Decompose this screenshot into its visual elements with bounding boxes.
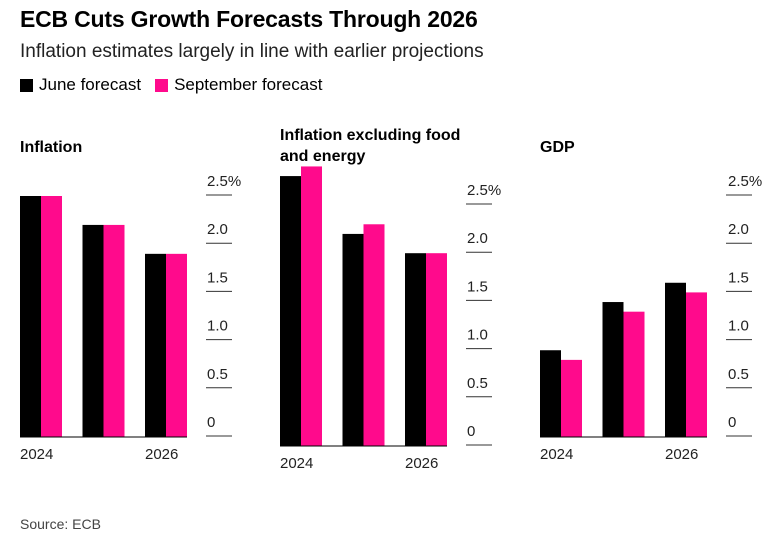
bar-2-2024-september: [561, 359, 582, 437]
panel-title-2: GDP: [540, 139, 575, 156]
source-note: Source: ECB: [20, 516, 101, 532]
ytick-label-0-2: 1.0: [207, 318, 228, 335]
ytick-label-0-4: 2.0: [207, 221, 228, 238]
bar-1-2024-june: [280, 176, 301, 446]
ytick-label-1-1: 0.5: [467, 375, 488, 392]
bar-1-2025-june: [342, 233, 364, 446]
bar-0-2025-september: [103, 224, 125, 437]
panel-title-0: Inflation: [20, 139, 82, 156]
legend-label-june: June forecast: [39, 75, 142, 94]
ytick-label-2-1: 0.5: [728, 366, 749, 383]
ytick-label-2-3: 1.5: [728, 269, 749, 286]
bar-0-2026-june: [145, 253, 166, 437]
chart-subtitle: Inflation estimates largely in line with…: [20, 41, 484, 62]
ytick-label-2-4: 2.0: [728, 221, 749, 238]
bar-1-2024-september: [301, 166, 322, 446]
bar-2-2026-june: [665, 282, 686, 437]
bar-2-2024-june: [540, 350, 561, 437]
legend-label-september: September forecast: [174, 75, 323, 94]
bar-0-2025-june: [82, 224, 104, 437]
bar-0-2026-september: [166, 253, 187, 437]
ytick-label-1-5: 2.5%: [467, 182, 501, 199]
xtick-label-0-0: 2024: [20, 446, 53, 463]
bar-1-2025-september: [363, 224, 385, 446]
ytick-label-0-0: 0: [207, 414, 215, 431]
xtick-label-1-0: 2024: [280, 455, 313, 472]
panel-title-1-line-1: and energy: [280, 148, 365, 165]
panel-title-1-line-0: Inflation excluding food: [280, 127, 460, 144]
bar-1-2026-june: [405, 253, 426, 446]
ytick-label-2-2: 1.0: [728, 318, 749, 335]
ytick-label-2-5: 2.5%: [728, 173, 762, 190]
bar-1-2026-september: [426, 253, 447, 446]
ytick-label-1-0: 0: [467, 423, 475, 440]
ytick-label-0-3: 1.5: [207, 269, 228, 286]
xtick-label-2-2: 2026: [665, 446, 698, 463]
ytick-label-2-0: 0: [728, 414, 736, 431]
ytick-label-1-2: 1.0: [467, 327, 488, 344]
ytick-label-0-5: 2.5%: [207, 173, 241, 190]
bar-2-2025-september: [623, 311, 645, 437]
legend-item-june: June forecast: [20, 75, 141, 95]
xtick-label-1-2: 2026: [405, 455, 438, 472]
bar-0-2024-june: [20, 196, 41, 437]
legend-swatch-june: [20, 78, 33, 92]
bar-0-2024-september: [41, 196, 62, 437]
ytick-label-1-3: 1.5: [467, 278, 488, 295]
legend: June forecast September forecast: [20, 75, 336, 95]
ytick-label-1-4: 2.0: [467, 230, 488, 247]
ytick-label-0-1: 0.5: [207, 366, 228, 383]
bar-2-2025-june: [602, 302, 624, 437]
xtick-label-2-0: 2024: [540, 446, 573, 463]
bar-2-2026-september: [686, 292, 707, 437]
xtick-label-0-2: 2026: [145, 446, 178, 463]
legend-item-september: September forecast: [155, 75, 322, 95]
chart-title: ECB Cuts Growth Forecasts Through 2026: [20, 6, 478, 32]
legend-swatch-september: [155, 78, 169, 92]
